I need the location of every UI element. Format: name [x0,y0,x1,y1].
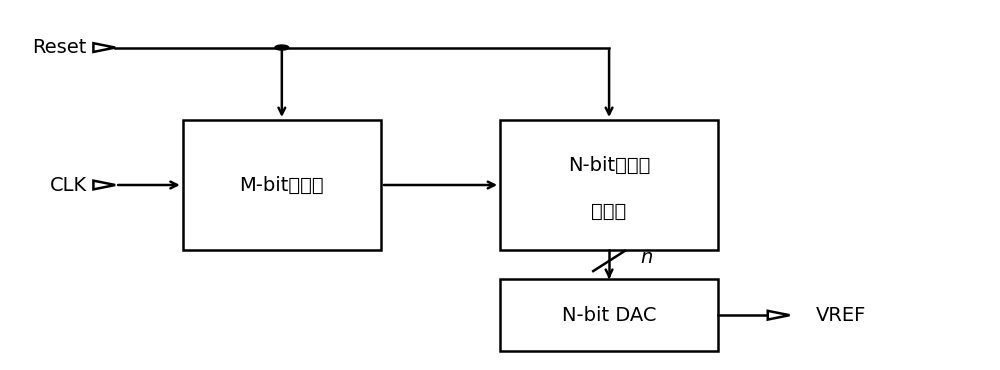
Bar [183,120,381,250]
Text: n: n [640,248,652,268]
Text: M-bit计数器: M-bit计数器 [240,175,324,195]
Bar [500,279,718,352]
Polygon shape [93,181,115,189]
Polygon shape [93,43,115,52]
Text: 计数器: 计数器 [591,202,627,221]
Text: Reset: Reset [32,38,87,57]
Text: N-bit DAC: N-bit DAC [562,306,656,325]
Circle shape [275,45,289,50]
Text: CLK: CLK [50,175,87,195]
Bar [500,120,718,250]
Text: VREF: VREF [816,306,866,325]
Text: N-bit灰度码: N-bit灰度码 [568,156,650,175]
Polygon shape [768,311,790,320]
